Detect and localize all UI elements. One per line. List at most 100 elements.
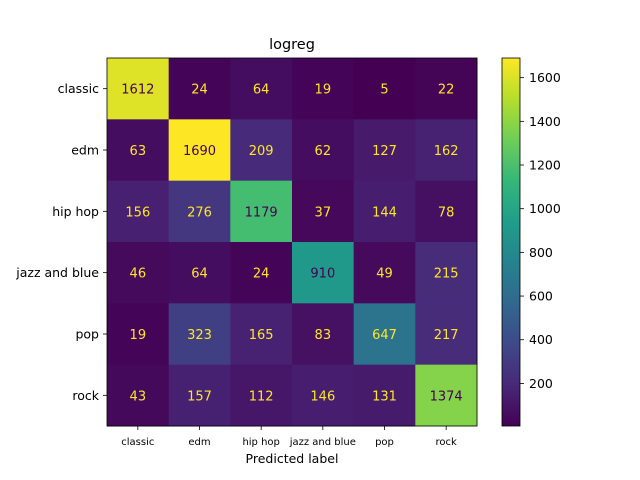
cell-value-label: 1179 <box>245 205 278 220</box>
cell-value-label: 127 <box>372 144 397 159</box>
heatmap-cell <box>415 58 478 120</box>
cell-value-label: 323 <box>187 328 212 343</box>
y-tick-label: classic <box>58 81 100 96</box>
heatmap-cell <box>292 180 355 243</box>
cell-value-label: 62 <box>315 144 332 159</box>
cell-value-label: 215 <box>434 267 459 282</box>
colorbar-tick-label: 800 <box>529 245 553 260</box>
cell-value-label: 46 <box>130 267 147 282</box>
cell-value-label: 1612 <box>121 83 154 98</box>
cell-value-label: 165 <box>249 328 274 343</box>
cell-value-label: 64 <box>191 267 208 282</box>
heatmap-cell <box>168 180 231 243</box>
heatmap-cell <box>292 58 355 120</box>
cell-value-label: 112 <box>249 389 274 404</box>
cell-value-label: 217 <box>434 328 459 343</box>
cell-value-label: 146 <box>310 389 335 404</box>
heatmap-cell <box>230 58 293 120</box>
cell-value-label: 24 <box>191 83 208 98</box>
colorbar-tick-label: 1200 <box>529 158 561 173</box>
heatmap-cell <box>353 58 416 120</box>
cell-value-label: 49 <box>376 267 393 282</box>
colorbar-tick-label: 200 <box>529 376 553 391</box>
heatmap-cell <box>168 119 231 182</box>
heatmap-cell <box>292 303 355 366</box>
x-tick-label: jazz and blue <box>289 437 356 448</box>
colorbar-tick-label: 1600 <box>529 70 561 85</box>
heatmap-cell <box>415 303 478 366</box>
heatmap-cell <box>415 242 478 304</box>
cell-value-label: 910 <box>310 267 335 282</box>
cell-value-label: 63 <box>130 144 147 159</box>
heatmap-cells: 1612 24 64 19 5 22 63 1690 209 62 127 162 156 276 1179… <box>107 58 478 427</box>
cell-value-label: 19 <box>315 83 332 98</box>
cell-value-label: 144 <box>372 205 397 220</box>
heatmap-cell <box>168 242 231 304</box>
cell-value-label: 156 <box>125 205 150 220</box>
heatmap-cell <box>107 242 170 304</box>
heatmap-cell <box>353 119 416 182</box>
y-tick-label: edm <box>71 143 99 158</box>
heatmap-cell <box>353 180 416 243</box>
heatmap-cell <box>292 242 355 304</box>
heatmap-cell <box>230 364 293 427</box>
heatmap-cell <box>353 303 416 366</box>
plot-frame <box>106 57 478 427</box>
cell-value-label: 1374 <box>430 389 463 404</box>
colorbar-tick-label: 600 <box>529 289 553 304</box>
cell-value-label: 157 <box>187 389 212 404</box>
heatmap-cell <box>353 242 416 304</box>
colorbar-tick-label: 400 <box>529 332 553 347</box>
heatmap-cell <box>107 303 170 366</box>
heatmap-cell <box>230 119 293 182</box>
cell-value-label: 162 <box>434 144 459 159</box>
heatmap-cell <box>415 364 478 427</box>
chart-title: logreg <box>269 37 315 53</box>
x-tick-label: rock <box>436 437 458 448</box>
heatmap-cell <box>107 180 170 243</box>
x-tick-label: edm <box>188 437 210 448</box>
colorbar-tick-label: 1400 <box>529 114 561 129</box>
heatmap-cell <box>168 364 231 427</box>
heatmap-cell <box>415 119 478 182</box>
heatmap-cell <box>292 364 355 427</box>
x-tick-label: classic <box>121 437 154 448</box>
heatmap-cell <box>230 242 293 304</box>
cell-value-label: 5 <box>380 83 388 98</box>
y-tick-label: pop <box>75 327 99 342</box>
heatmap-cell <box>107 364 170 427</box>
colorbar-ticks: 200 400 600 800 1000 1200 1400 1600 <box>520 70 561 391</box>
heatmap-cell <box>230 303 293 366</box>
cell-value-label: 24 <box>253 267 270 282</box>
heatmap-cell <box>107 58 170 120</box>
y-tick-label: rock <box>72 388 99 403</box>
cell-value-label: 647 <box>372 328 397 343</box>
x-tick-label: hip hop <box>242 437 279 448</box>
x-tick-labels: classic edm hip hop jazz and blue pop rock <box>121 426 457 448</box>
heatmap-cell <box>168 303 231 366</box>
cell-value-label: 78 <box>438 205 455 220</box>
cell-value-label: 64 <box>253 83 270 98</box>
heatmap-cell <box>168 58 231 120</box>
cell-value-label: 209 <box>249 144 274 159</box>
cell-value-label: 83 <box>315 328 332 343</box>
y-tick-labels: classic edm hip hop jazz and blue pop rock <box>15 81 107 403</box>
cell-value-label: 22 <box>438 83 455 98</box>
cell-value-label: 1690 <box>183 144 216 159</box>
cell-value-label: 43 <box>130 389 147 404</box>
y-tick-label: jazz and blue <box>15 265 99 280</box>
colorbar <box>501 57 521 427</box>
cell-value-label: 37 <box>315 205 332 220</box>
heatmap-cell <box>292 119 355 182</box>
heatmap-cell <box>230 180 293 243</box>
cell-value-label: 19 <box>130 328 147 343</box>
cell-value-label: 131 <box>372 389 397 404</box>
x-axis-label: Predicted label <box>246 451 339 466</box>
cell-value-label: 276 <box>187 205 212 220</box>
x-tick-label: pop <box>375 437 394 448</box>
colorbar-tick-label: 1000 <box>529 201 561 216</box>
heatmap-cell <box>107 119 170 182</box>
heatmap-cell <box>415 180 478 243</box>
y-tick-label: hip hop <box>52 204 99 219</box>
